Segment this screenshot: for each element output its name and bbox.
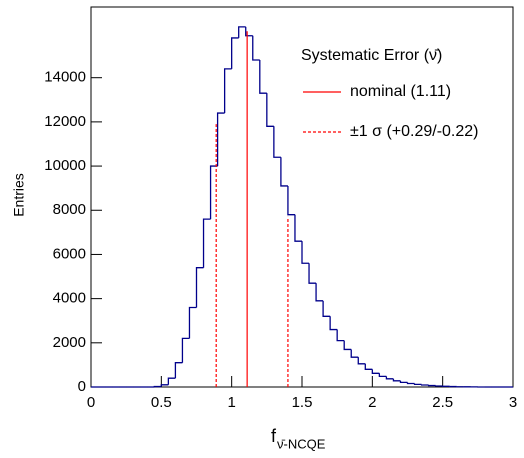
- histogram-bin: [252, 35, 260, 61]
- histogram-bin: [392, 378, 401, 382]
- y-tick-label: 2000: [53, 334, 86, 351]
- histogram-bin: [371, 369, 380, 374]
- histogram-bin: [287, 185, 295, 216]
- histogram-bin: [167, 377, 176, 385]
- histogram-bin: [399, 380, 408, 384]
- histogram-bin: [343, 340, 352, 351]
- histogram-bin: [273, 126, 281, 158]
- y-tick-label: 4000: [53, 290, 86, 307]
- histogram-bin: [160, 384, 169, 387]
- x-tick-label: 1: [227, 394, 235, 411]
- x-tick-label: 2: [368, 394, 376, 411]
- histogram-bin: [413, 383, 422, 385]
- histogram-bin: [336, 329, 345, 342]
- legend-label: ±1 σ (+0.29/-0.22): [350, 123, 479, 140]
- histogram-bin: [202, 218, 211, 268]
- histogram-bin: [238, 26, 246, 38]
- histogram-bin: [427, 384, 436, 387]
- y-tick-label: 6000: [53, 245, 86, 262]
- histogram-bin: [245, 26, 253, 37]
- histogram-bin: [223, 68, 232, 114]
- histogram-bin: [294, 214, 302, 242]
- histogram-bin: [357, 357, 366, 365]
- x-tick-label: 1.5: [292, 394, 313, 411]
- histogram-bin: [259, 60, 267, 94]
- y-axis-label: Entries: [11, 173, 27, 217]
- histogram-bin: [420, 384, 429, 386]
- y-tick-label: 8000: [53, 201, 86, 218]
- histogram-bin: [188, 306, 197, 339]
- histogram-bin: [329, 316, 338, 331]
- histogram-bin: [364, 363, 373, 370]
- histogram-bin: [195, 267, 204, 308]
- histogram-bin: [315, 283, 324, 302]
- y-tick-label: 14000: [44, 69, 86, 86]
- histogram-bin: [174, 362, 183, 379]
- x-tick-label: 0.5: [151, 394, 172, 411]
- x-tick-label: 3: [509, 394, 517, 411]
- histogram-bin: [216, 112, 225, 167]
- histogram-bin: [385, 376, 394, 380]
- histogram-bin: [266, 93, 274, 127]
- histogram-bin: [350, 349, 359, 358]
- histogram-bin: [209, 165, 218, 220]
- histogram-bin: [378, 373, 387, 378]
- x-axis-label: f: [271, 426, 277, 446]
- histogram-bin: [322, 300, 331, 317]
- histogram-bin: [308, 263, 317, 284]
- histogram-bin: [231, 37, 239, 69]
- histogram-bin: [280, 157, 288, 187]
- y-tick-label: 10000: [44, 157, 86, 174]
- x-tick-label: 2.5: [432, 394, 453, 411]
- y-tick-label: 12000: [44, 113, 86, 130]
- legend-label: nominal (1.11): [350, 83, 451, 100]
- histogram-bin: [181, 337, 190, 363]
- histogram-bin: [406, 382, 415, 385]
- legend-title: Systematic Error (ν̄): [301, 47, 442, 64]
- x-axis-label-sub: ν̄-NCQE: [277, 436, 326, 451]
- y-tick-label: 0: [78, 378, 86, 395]
- x-tick-label: 0: [87, 394, 95, 411]
- histogram-bin: [301, 241, 310, 264]
